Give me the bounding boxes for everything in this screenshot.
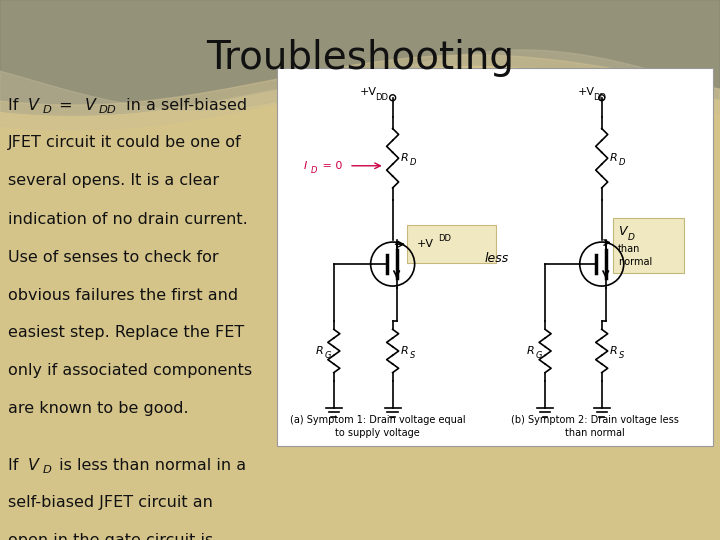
Text: V: V	[84, 98, 95, 112]
Text: S: S	[618, 350, 624, 360]
Text: is less than normal in a: is less than normal in a	[54, 457, 246, 472]
Text: DD: DD	[438, 234, 451, 244]
FancyBboxPatch shape	[613, 218, 685, 273]
Text: (b) Symptom 2: Drain voltage less: (b) Symptom 2: Drain voltage less	[511, 415, 679, 426]
Text: (a) Symptom 1: Drain voltage equal: (a) Symptom 1: Drain voltage equal	[289, 415, 465, 426]
Text: = 0: = 0	[319, 161, 343, 171]
Text: to supply voltage: to supply voltage	[335, 429, 420, 438]
Text: =: =	[54, 98, 77, 112]
Text: Troubleshooting: Troubleshooting	[206, 39, 514, 77]
Text: D: D	[42, 465, 51, 475]
Text: V: V	[28, 98, 39, 112]
Text: DD: DD	[375, 93, 388, 102]
Text: are known to be good.: are known to be good.	[8, 402, 189, 416]
Text: R: R	[400, 346, 408, 356]
Text: than normal: than normal	[565, 429, 625, 438]
Text: DD: DD	[593, 93, 606, 102]
Text: G: G	[325, 350, 331, 360]
Text: S: S	[410, 350, 415, 360]
Text: D: D	[311, 166, 318, 175]
Text: normal: normal	[618, 257, 652, 267]
Text: G: G	[536, 350, 543, 360]
Text: V: V	[28, 457, 39, 472]
Text: R: R	[400, 153, 408, 163]
Text: +V: +V	[360, 87, 377, 97]
Text: If: If	[8, 457, 24, 472]
Text: I: I	[303, 161, 307, 171]
Text: If: If	[8, 98, 24, 112]
Text: +V: +V	[577, 87, 595, 97]
Text: JFET circuit it could be one of: JFET circuit it could be one of	[8, 136, 242, 151]
Text: D: D	[42, 105, 51, 115]
Text: V: V	[618, 225, 626, 239]
Text: self-biased JFET circuit an: self-biased JFET circuit an	[8, 496, 213, 510]
Text: R: R	[527, 346, 535, 356]
Text: Use of senses to check for: Use of senses to check for	[8, 249, 219, 265]
Text: open in the gate circuit is: open in the gate circuit is	[8, 534, 213, 540]
Text: R: R	[610, 346, 618, 356]
Text: than: than	[618, 245, 640, 254]
Text: D: D	[618, 158, 625, 167]
Text: +V: +V	[417, 239, 433, 249]
Text: obvious failures the first and: obvious failures the first and	[8, 287, 238, 302]
Bar	[277, 68, 713, 446]
Text: easiest step. Replace the FET: easiest step. Replace the FET	[8, 326, 244, 341]
Text: indication of no drain current.: indication of no drain current.	[8, 212, 248, 226]
Text: only if associated components: only if associated components	[8, 363, 252, 379]
FancyBboxPatch shape	[407, 225, 496, 263]
Text: DD: DD	[99, 105, 116, 115]
Text: several opens. It is a clear: several opens. It is a clear	[8, 173, 219, 188]
Text: D: D	[410, 158, 416, 167]
Text: R: R	[316, 346, 323, 356]
Text: in a self-biased: in a self-biased	[122, 98, 248, 112]
Text: R: R	[610, 153, 618, 163]
Text: D: D	[628, 233, 634, 242]
Text: less: less	[485, 252, 509, 265]
